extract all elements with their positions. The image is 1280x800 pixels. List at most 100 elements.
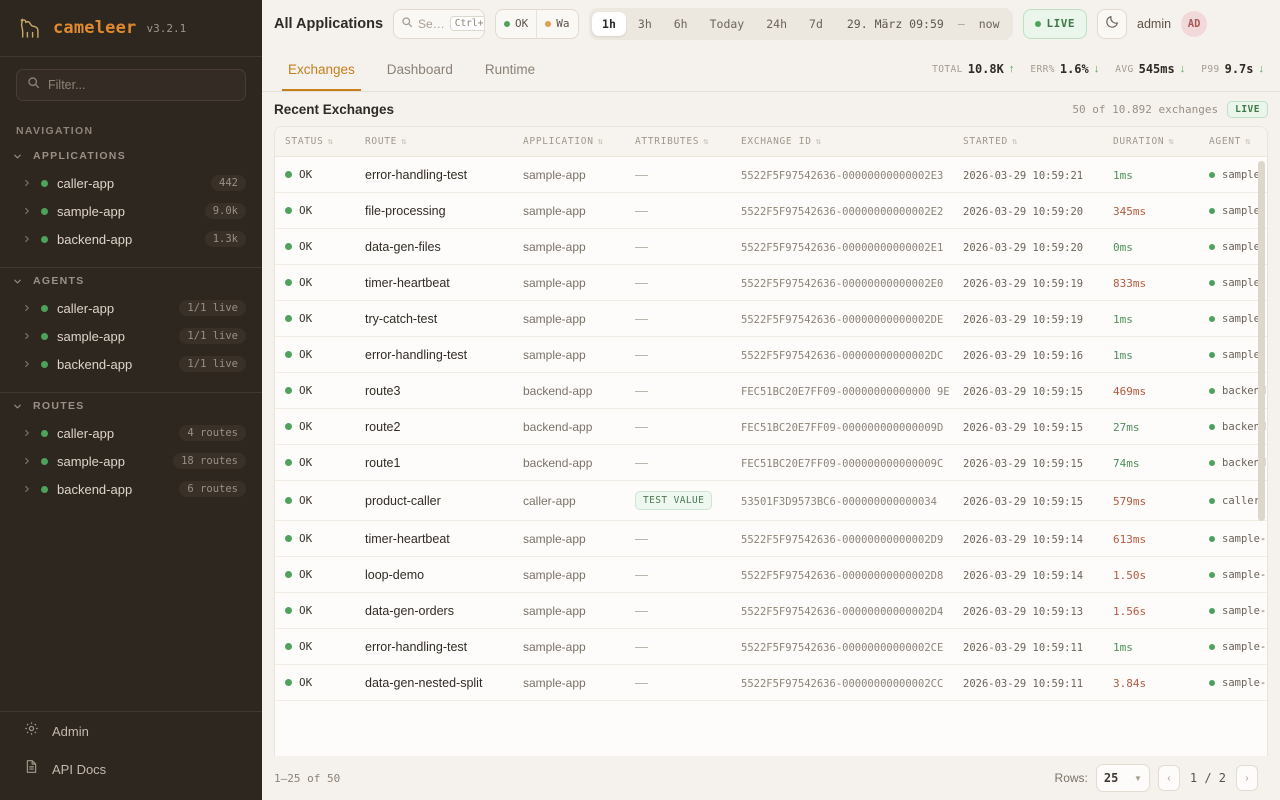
filter-input[interactable] xyxy=(48,78,235,92)
tab-runtime[interactable]: Runtime xyxy=(484,61,536,77)
col-status[interactable]: STATUS ⇅ xyxy=(275,127,355,157)
theme-toggle-button[interactable] xyxy=(1097,8,1128,39)
rows-per-page-select[interactable]: 25 ▼ xyxy=(1095,764,1150,792)
range-today[interactable]: Today xyxy=(709,16,745,31)
agent-dot-icon xyxy=(1209,679,1215,686)
table-row[interactable]: OK error-handling-test sample-app — 5522F5F9… xyxy=(275,156,1267,193)
sidebar-agent-sample-app[interactable]: sample-app 1/1 live xyxy=(0,322,262,350)
sidebar-agent-caller-app[interactable]: caller-app 1/1 live xyxy=(0,294,262,322)
col-route[interactable]: ROUTE ⇅ xyxy=(355,127,513,157)
status-chip-warning[interactable]: Wa xyxy=(536,9,577,38)
global-search[interactable]: Se… Ctrl+K xyxy=(393,8,486,39)
status-dot-icon xyxy=(285,351,292,358)
col-exchange-id[interactable]: EXCHANGE ID ⇅ xyxy=(731,127,953,157)
sidebar-item-caller-app[interactable]: caller-app 442 xyxy=(0,169,262,197)
status-dot-icon xyxy=(285,571,292,578)
table-row[interactable]: OK route1 backend-app — FEC51BC20E7FF09-0000… xyxy=(275,444,1267,481)
cell-status: OK xyxy=(275,592,355,629)
table-row[interactable]: OK try-catch-test sample-app — 5522F5F975426… xyxy=(275,300,1267,337)
col-label: STARTED xyxy=(963,136,1008,147)
range-24h[interactable]: 24h xyxy=(766,16,788,31)
cell-route: error-handling-test xyxy=(355,336,513,373)
status-chip-label: Wa xyxy=(556,17,570,30)
table-row[interactable]: OK product-caller caller-app TEST VALUE 5350… xyxy=(275,480,1267,521)
sidebar-group-routes[interactable]: ROUTES xyxy=(0,393,262,419)
cell-exchange-id: FEC51BC20E7FF09-000000000000009D xyxy=(731,408,953,445)
table-row[interactable]: OK data-gen-files sample-app — 5522F5F975426… xyxy=(275,228,1267,265)
prev-page-button[interactable]: ‹ xyxy=(1157,765,1180,791)
table-row[interactable]: OK route2 backend-app — FEC51BC20E7FF09-0000… xyxy=(275,408,1267,445)
col-label: EXCHANGE ID xyxy=(741,136,812,147)
col-duration[interactable]: DURATION ⇅ xyxy=(1103,127,1199,157)
chevron-right-icon xyxy=(22,206,32,216)
agent-dot-icon xyxy=(1209,535,1215,542)
next-page-button[interactable]: › xyxy=(1236,765,1258,791)
col-started[interactable]: STARTED ⇅ xyxy=(953,127,1103,157)
range-1h[interactable]: 1h xyxy=(592,11,626,36)
attribute-tag: TEST VALUE xyxy=(635,491,713,510)
sidebar-item-admin[interactable]: Admin xyxy=(0,712,262,750)
sidebar-group-agents[interactable]: AGENTS xyxy=(0,268,262,294)
exchange-id: 5522F5F97542636-00000000000002E2 xyxy=(741,205,944,218)
cell-status: OK xyxy=(275,480,355,521)
table-scrollbar[interactable] xyxy=(1258,161,1265,521)
range-to[interactable]: now xyxy=(978,16,1000,31)
status-text: OK xyxy=(299,312,313,325)
table-row[interactable]: OK file-processing sample-app — 5522F5F97542… xyxy=(275,192,1267,229)
started-time: 2026-03-29 10:59:14 xyxy=(963,533,1084,546)
status-dot xyxy=(41,304,48,312)
tab-dashboard[interactable]: Dashboard xyxy=(386,61,453,77)
topbar: All Applications Se… Ctrl+K OK Wa xyxy=(262,0,1280,47)
sidebar-group-applications[interactable]: APPLICATIONS xyxy=(0,143,262,169)
table-row[interactable]: OK data-gen-nested-split sample-app — 5522F5… xyxy=(275,664,1267,701)
time-range-selector: 1h 3h 6h Today 24h 7d 29. März 09:59 – n… xyxy=(589,7,1013,40)
cell-status: OK xyxy=(275,192,355,229)
sidebar-item-sample-app[interactable]: sample-app 9.0k xyxy=(0,197,262,225)
table-row[interactable]: OK timer-heartbeat sample-app — 5522F5F97542… xyxy=(275,264,1267,301)
cell-agent: backend-app- xyxy=(1199,408,1267,445)
started-time: 2026-03-29 10:59:11 xyxy=(963,677,1084,690)
status-chip-label: OK xyxy=(515,17,529,30)
agent-dot-icon xyxy=(1209,279,1215,286)
table-row[interactable]: OK error-handling-test sample-app — 5522F5F9… xyxy=(275,628,1267,665)
exchange-id: 5522F5F97542636-00000000000002DC xyxy=(741,349,944,362)
brand[interactable]: cameleer v3.2.1 xyxy=(0,0,262,56)
tab-exchanges[interactable]: Exchanges xyxy=(274,47,369,91)
status-dot-icon xyxy=(285,643,292,650)
cell-application: backend-app xyxy=(513,372,625,409)
sidebar-item-api-docs[interactable]: API Docs xyxy=(0,750,262,788)
range-3h[interactable]: 3h xyxy=(637,16,652,31)
range-7d[interactable]: 7d xyxy=(809,16,823,31)
live-toggle[interactable]: LIVE xyxy=(1022,8,1088,39)
main-content: All Applications Se… Ctrl+K OK Wa xyxy=(262,0,1280,800)
cell-duration: 1ms xyxy=(1103,156,1199,193)
started-time: 2026-03-29 10:59:16 xyxy=(963,349,1084,362)
range-6h[interactable]: 6h xyxy=(673,16,688,31)
range-from[interactable]: 29. März 09:59 xyxy=(846,16,944,31)
sidebar-route-sample-app[interactable]: sample-app 18 routes xyxy=(0,447,262,475)
sidebar-route-backend-app[interactable]: backend-app 6 routes xyxy=(0,475,262,503)
cell-exchange-id: 5522F5F97542636-00000000000002DC xyxy=(731,336,953,373)
avatar[interactable]: AD xyxy=(1181,10,1208,37)
table-row[interactable]: OK timer-heartbeat sample-app — 5522F5F97542… xyxy=(275,520,1267,557)
table-row[interactable]: OK data-gen-orders sample-app — 5522F5F97542… xyxy=(275,592,1267,629)
table-scroll-area[interactable]: STATUS ⇅ ROUTE ⇅ APPLICATION ⇅ ATTRIBUTES ⇅ … xyxy=(275,127,1267,756)
agent-dot-icon xyxy=(1209,171,1215,178)
table-row[interactable]: OK loop-demo sample-app — 5522F5F97542636-00… xyxy=(275,556,1267,593)
status-chip-ok[interactable]: OK xyxy=(496,10,536,38)
col-agent[interactable]: AGENT ⇅ xyxy=(1199,127,1267,157)
filter-box[interactable] xyxy=(16,69,246,101)
sidebar-route-caller-app[interactable]: caller-app 4 routes xyxy=(0,419,262,447)
pagination-range: 1–25 of 50 xyxy=(274,771,341,785)
metrics-summary: TOTAL 10.8K ↑ ERR% 1.6% ↓ AVG 545ms ↓ P9… xyxy=(932,62,1268,76)
col-attributes[interactable]: ATTRIBUTES ⇅ xyxy=(625,127,731,157)
status-text: OK xyxy=(299,568,313,581)
sidebar-agent-backend-app[interactable]: backend-app 1/1 live xyxy=(0,350,262,378)
table-row[interactable]: OK route3 backend-app — FEC51BC20E7FF09-0000… xyxy=(275,372,1267,409)
sidebar-footer-label: Admin xyxy=(52,723,89,739)
col-application[interactable]: APPLICATION ⇅ xyxy=(513,127,625,157)
cell-duration: 0ms xyxy=(1103,228,1199,265)
table-row[interactable]: OK error-handling-test sample-app — 5522F5F9… xyxy=(275,336,1267,373)
cell-duration: 3.84s xyxy=(1103,664,1199,701)
sidebar-item-backend-app[interactable]: backend-app 1.3k xyxy=(0,225,262,253)
